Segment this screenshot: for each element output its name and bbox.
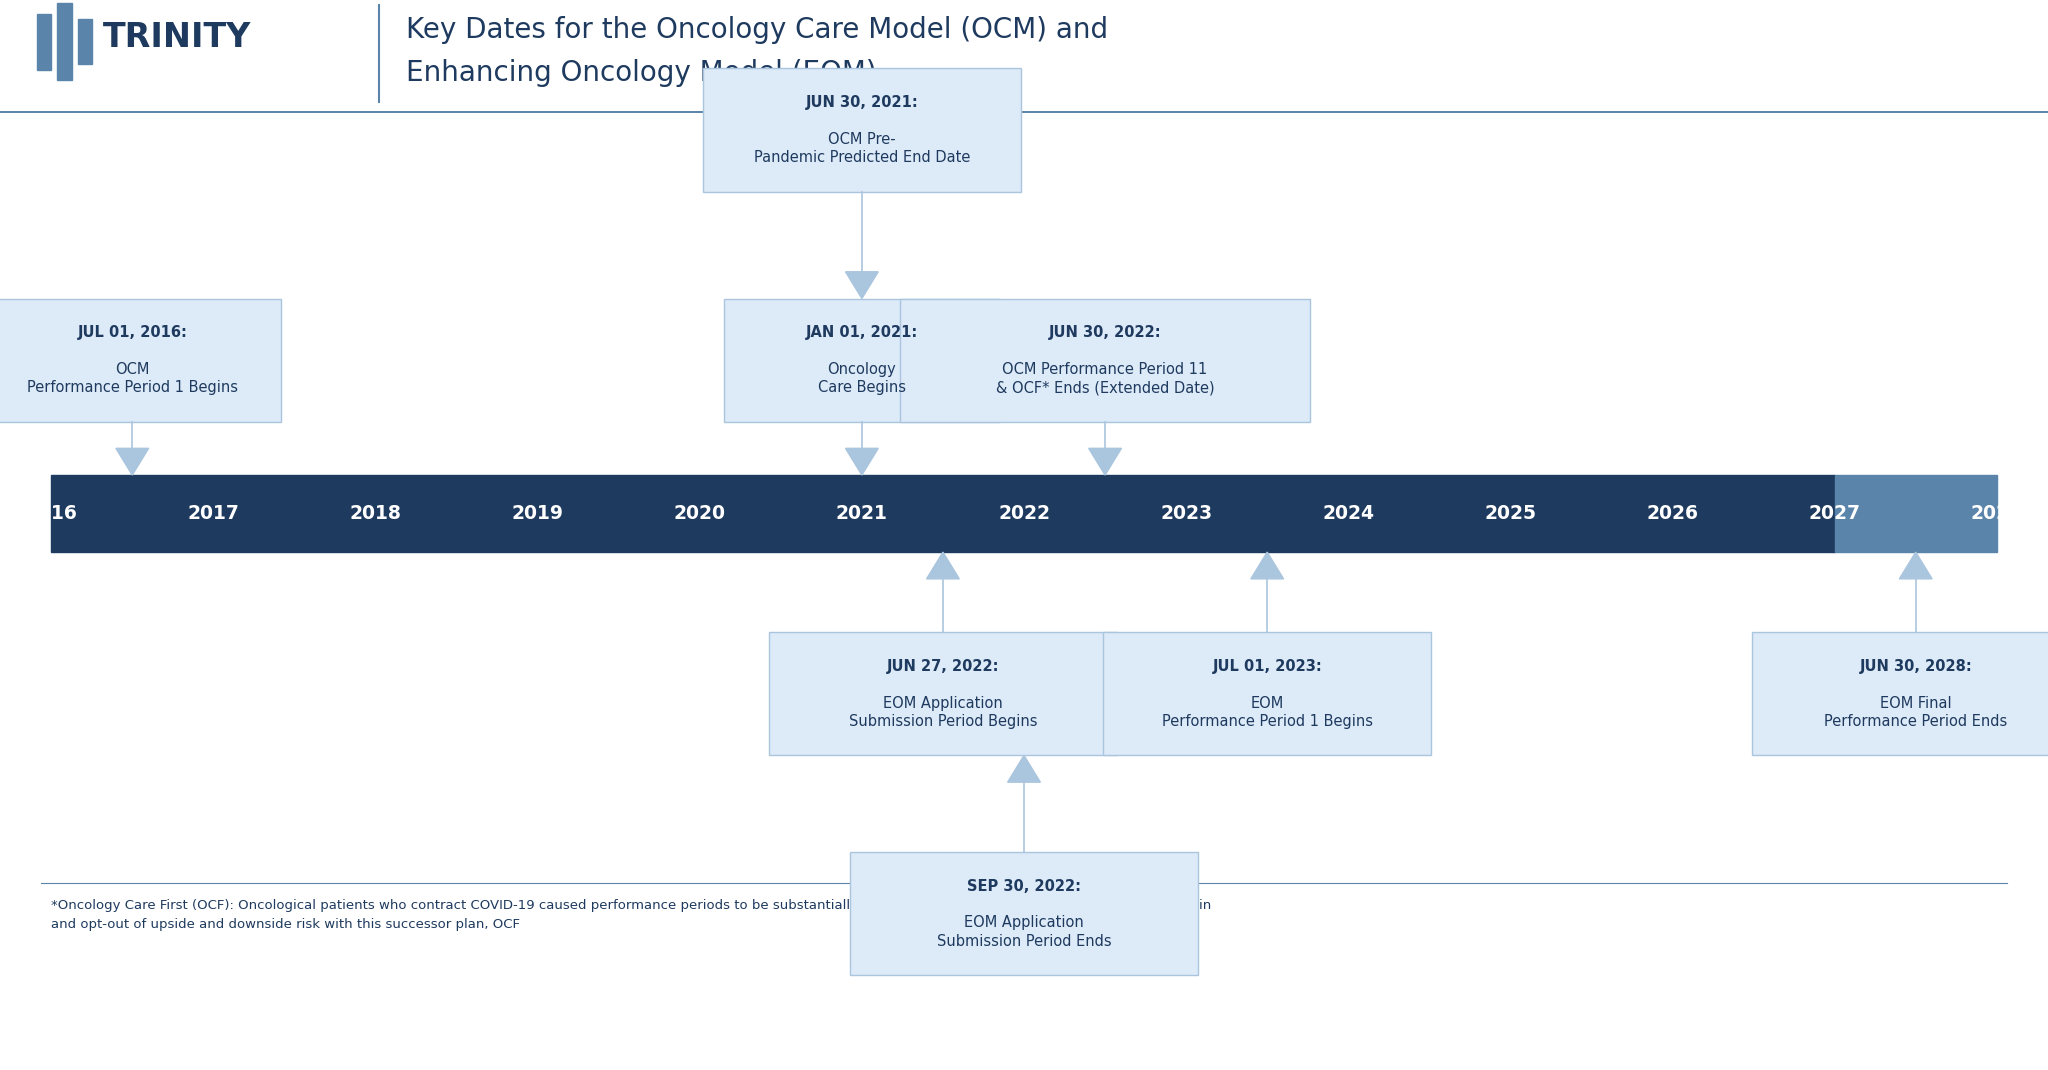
Text: JUL 01, 2016:: JUL 01, 2016: <box>78 325 186 340</box>
Text: 2020: 2020 <box>674 504 725 523</box>
FancyBboxPatch shape <box>702 68 1020 192</box>
Text: TRINITY: TRINITY <box>102 21 250 54</box>
Text: OCM
Performance Period 1 Begins: OCM Performance Period 1 Begins <box>27 362 238 395</box>
FancyBboxPatch shape <box>723 299 999 422</box>
Polygon shape <box>1090 448 1122 475</box>
Text: 2016: 2016 <box>25 504 78 523</box>
Polygon shape <box>846 272 879 299</box>
Text: JUL 01, 2023:: JUL 01, 2023: <box>1212 659 1323 674</box>
Text: Key Dates for the Oncology Care Model (OCM) and: Key Dates for the Oncology Care Model (O… <box>406 16 1108 44</box>
Bar <box>78 19 92 64</box>
Text: EOM Application
Submission Period Ends: EOM Application Submission Period Ends <box>936 915 1112 948</box>
Text: SEP 30, 2022:: SEP 30, 2022: <box>967 878 1081 893</box>
FancyBboxPatch shape <box>1104 632 1432 755</box>
Polygon shape <box>1251 552 1284 579</box>
FancyBboxPatch shape <box>0 299 281 422</box>
Text: EOM Application
Submission Period Begins: EOM Application Submission Period Begins <box>848 696 1036 729</box>
Text: 2023: 2023 <box>1159 504 1212 523</box>
Text: 2028: 2028 <box>1970 504 2023 523</box>
Text: OCM Pre-
Pandemic Predicted End Date: OCM Pre- Pandemic Predicted End Date <box>754 132 971 165</box>
Text: JUN 30, 2028:: JUN 30, 2028: <box>1860 659 1972 674</box>
Text: Enhancing Oncology Model (EOM): Enhancing Oncology Model (EOM) <box>406 59 877 87</box>
Polygon shape <box>117 448 150 475</box>
Text: 2022: 2022 <box>997 504 1051 523</box>
FancyBboxPatch shape <box>768 632 1116 755</box>
Bar <box>51 475 1835 552</box>
Text: 2019: 2019 <box>512 504 563 523</box>
Bar <box>1835 475 1997 552</box>
Text: 2018: 2018 <box>350 504 401 523</box>
Polygon shape <box>1008 755 1040 782</box>
Polygon shape <box>926 552 958 579</box>
Text: 2026: 2026 <box>1647 504 1698 523</box>
FancyBboxPatch shape <box>850 852 1198 975</box>
Text: 2017: 2017 <box>188 504 240 523</box>
Text: JAN 01, 2021:: JAN 01, 2021: <box>805 325 918 340</box>
Text: OCM Performance Period 11
& OCF* Ends (Extended Date): OCM Performance Period 11 & OCF* Ends (E… <box>995 362 1214 395</box>
Text: JUN 27, 2022:: JUN 27, 2022: <box>887 659 999 674</box>
Text: *Oncology Care First (OCF): Oncological patients who contract COVID-19 caused pe: *Oncology Care First (OCF): Oncological … <box>51 899 1212 931</box>
Text: JUN 30, 2022:: JUN 30, 2022: <box>1049 325 1161 340</box>
FancyBboxPatch shape <box>1751 632 2048 755</box>
Text: JUN 30, 2021:: JUN 30, 2021: <box>805 95 918 110</box>
FancyBboxPatch shape <box>901 299 1311 422</box>
Text: 2021: 2021 <box>836 504 887 523</box>
Bar <box>37 14 51 70</box>
Text: 2024: 2024 <box>1323 504 1374 523</box>
Text: 2027: 2027 <box>1808 504 1862 523</box>
Text: 2025: 2025 <box>1485 504 1536 523</box>
Polygon shape <box>1898 552 1931 579</box>
Text: Oncology
Care Begins: Oncology Care Begins <box>817 362 905 395</box>
Text: EOM
Performance Period 1 Begins: EOM Performance Period 1 Begins <box>1161 696 1372 729</box>
Text: EOM Final
Performance Period Ends: EOM Final Performance Period Ends <box>1825 696 2007 729</box>
Bar <box>57 3 72 80</box>
Polygon shape <box>846 448 879 475</box>
